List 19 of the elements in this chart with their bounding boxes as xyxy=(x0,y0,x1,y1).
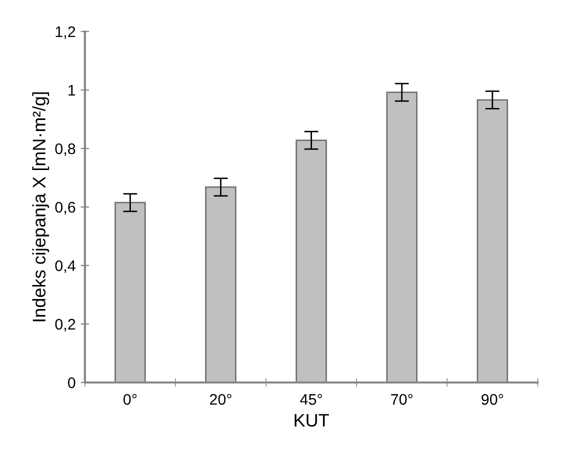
x-tick-label: 70° xyxy=(391,394,412,405)
x-tick-label: 0° xyxy=(123,394,137,405)
y-axis-title: Indeks cijepanja X [mN·m²/g] xyxy=(32,92,50,322)
y-tick-label: 1,2 xyxy=(56,26,76,39)
x-tick-label: 45° xyxy=(300,394,322,405)
y-tick-label: 0,6 xyxy=(55,202,76,214)
y-tick-label: 0,4 xyxy=(55,260,76,273)
y-tick-label: 0,8 xyxy=(55,143,76,156)
x-tick-label: 20° xyxy=(210,394,232,405)
x-axis-title: KUT xyxy=(294,414,329,427)
bar xyxy=(476,99,508,382)
bar xyxy=(205,186,236,382)
y-tick-label: 1 xyxy=(68,85,76,96)
y-tick-label: 0 xyxy=(68,377,76,388)
bar xyxy=(296,140,327,382)
y-tick-label: 0,2 xyxy=(55,318,76,332)
bar xyxy=(114,202,146,382)
x-tick-label: 90° xyxy=(482,394,504,405)
bar xyxy=(386,92,418,382)
